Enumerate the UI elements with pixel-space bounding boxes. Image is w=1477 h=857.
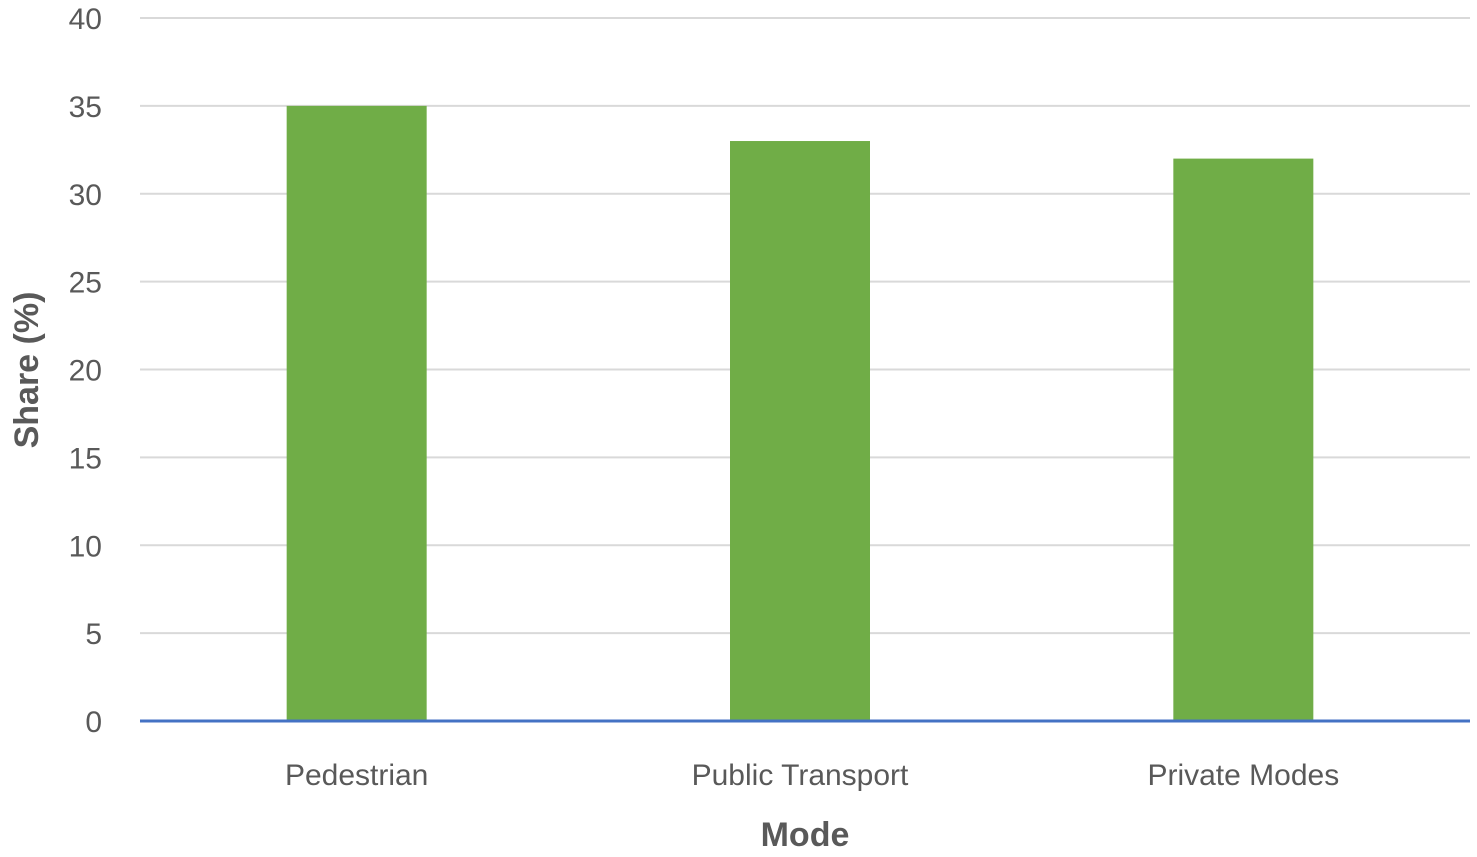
y-tick-label: 0 (85, 706, 102, 739)
x-axis-tick-labels: Pedestrian Public Transport Private Modes (285, 759, 1339, 792)
bar-private-modes (1173, 158, 1314, 722)
y-tick-label: 25 (69, 267, 102, 300)
x-tick-label: Private Modes (1147, 759, 1339, 792)
y-tick-label: 40 (69, 3, 102, 36)
x-tick-label: Public Transport (692, 759, 909, 792)
y-tick-label: 20 (69, 355, 102, 388)
x-tick-label: Pedestrian (285, 759, 428, 792)
bar-public-transport (730, 141, 870, 721)
y-tick-label: 30 (69, 179, 102, 212)
bars (286, 105, 1314, 722)
bar-pedestrian (286, 105, 427, 721)
y-axis-title: Share (%) (8, 292, 46, 449)
y-tick-label: 5 (85, 618, 102, 651)
y-tick-label: 35 (69, 91, 102, 124)
y-axis-tick-labels: 0 5 10 15 20 25 30 35 40 (69, 3, 102, 739)
y-tick-label: 10 (69, 530, 102, 563)
y-tick-label: 15 (69, 442, 102, 475)
x-axis-title: Mode (761, 816, 850, 854)
